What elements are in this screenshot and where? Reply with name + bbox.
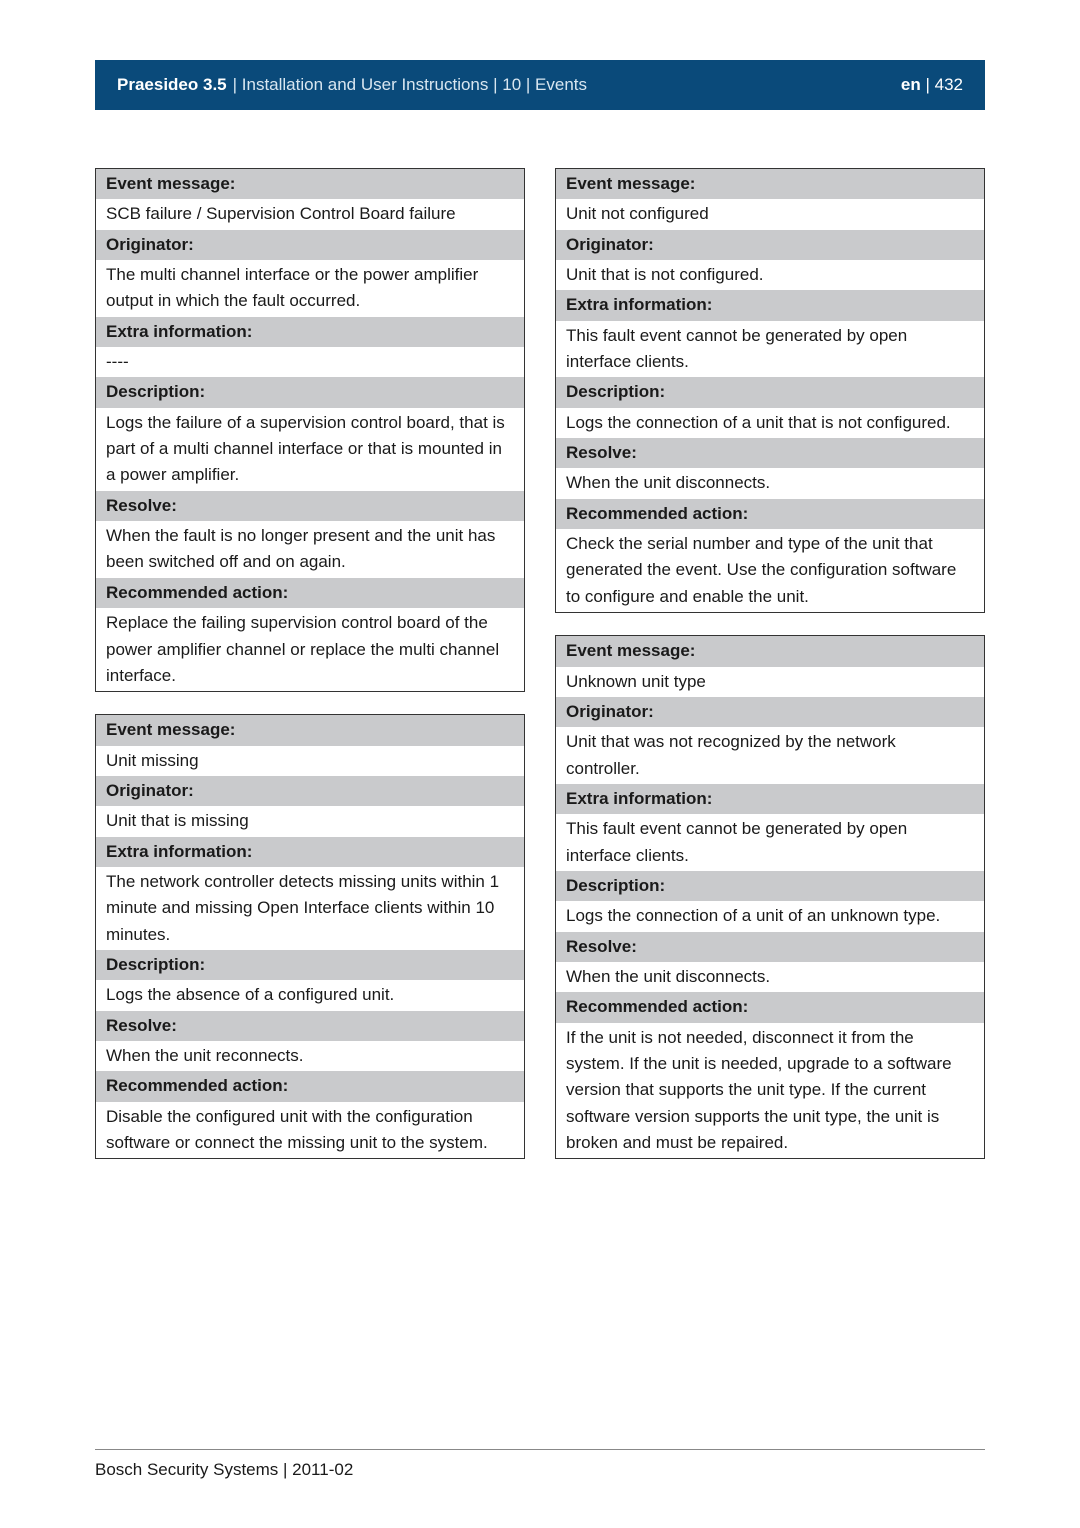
right-column: Event message: Unit not configured Origi…: [555, 168, 985, 1159]
event-message-heading: Event message:: [96, 715, 524, 745]
recommended-action-value: Replace the failing supervision control …: [96, 608, 524, 691]
description-heading: Description:: [96, 950, 524, 980]
event-box-unit-missing: Event message: Unit missing Originator: …: [95, 714, 525, 1159]
event-message-heading: Event message:: [556, 636, 984, 666]
event-message-value: Unit not configured: [556, 199, 984, 229]
event-message-heading: Event message:: [556, 169, 984, 199]
description-value: Logs the absence of a configured unit.: [96, 980, 524, 1010]
columns: Event message: SCB failure / Supervision…: [95, 168, 985, 1159]
extra-info-value: The network controller detects missing u…: [96, 867, 524, 950]
resolve-heading: Resolve:: [556, 438, 984, 468]
originator-heading: Originator:: [556, 230, 984, 260]
resolve-value: When the unit disconnects.: [556, 962, 984, 992]
recommended-action-heading: Recommended action:: [96, 578, 524, 608]
footer-text: Bosch Security Systems | 2011-02: [95, 1460, 353, 1479]
event-box-scb-failure: Event message: SCB failure / Supervision…: [95, 168, 525, 692]
originator-value: Unit that was not recognized by the netw…: [556, 727, 984, 784]
footer: Bosch Security Systems | 2011-02: [95, 1449, 985, 1480]
description-value: Logs the connection of a unit that is no…: [556, 408, 984, 438]
originator-heading: Originator:: [96, 776, 524, 806]
event-box-unknown-unit-type: Event message: Unknown unit type Origina…: [555, 635, 985, 1159]
resolve-heading: Resolve:: [556, 932, 984, 962]
extra-info-value: ----: [96, 347, 524, 377]
recommended-action-heading: Recommended action:: [96, 1071, 524, 1101]
resolve-value: When the unit disconnects.: [556, 468, 984, 498]
event-message-value: SCB failure / Supervision Control Board …: [96, 199, 524, 229]
originator-value: The multi channel interface or the power…: [96, 260, 524, 317]
recommended-action-value: Disable the configured unit with the con…: [96, 1102, 524, 1159]
header-page: | 432: [921, 75, 963, 94]
header-lang: en: [901, 75, 921, 94]
header-bar: Praesideo 3.5 | Installation and User In…: [95, 60, 985, 110]
event-message-value: Unknown unit type: [556, 667, 984, 697]
header-subtitle: | Installation and User Instructions | 1…: [233, 75, 587, 95]
recommended-action-heading: Recommended action:: [556, 499, 984, 529]
event-message-heading: Event message:: [96, 169, 524, 199]
description-heading: Description:: [96, 377, 524, 407]
resolve-heading: Resolve:: [96, 1011, 524, 1041]
originator-value: Unit that is missing: [96, 806, 524, 836]
recommended-action-value: Check the serial number and type of the …: [556, 529, 984, 612]
event-message-value: Unit missing: [96, 746, 524, 776]
resolve-value: When the unit reconnects.: [96, 1041, 524, 1071]
description-value: Logs the failure of a supervision contro…: [96, 408, 524, 491]
originator-heading: Originator:: [556, 697, 984, 727]
originator-value: Unit that is not configured.: [556, 260, 984, 290]
extra-info-heading: Extra information:: [96, 837, 524, 867]
recommended-action-heading: Recommended action:: [556, 992, 984, 1022]
left-column: Event message: SCB failure / Supervision…: [95, 168, 525, 1159]
extra-info-heading: Extra information:: [96, 317, 524, 347]
event-box-unit-not-configured: Event message: Unit not configured Origi…: [555, 168, 985, 613]
header-product: Praesideo 3.5: [117, 75, 227, 95]
header-left: Praesideo 3.5 | Installation and User In…: [117, 75, 587, 95]
page: Praesideo 3.5 | Installation and User In…: [0, 0, 1080, 1528]
extra-info-value: This fault event cannot be generated by …: [556, 321, 984, 378]
description-value: Logs the connection of a unit of an unkn…: [556, 901, 984, 931]
extra-info-heading: Extra information:: [556, 290, 984, 320]
resolve-value: When the fault is no longer present and …: [96, 521, 524, 578]
header-right: en | 432: [901, 75, 963, 95]
resolve-heading: Resolve:: [96, 491, 524, 521]
description-heading: Description:: [556, 377, 984, 407]
recommended-action-value: If the unit is not needed, disconnect it…: [556, 1023, 984, 1159]
extra-info-value: This fault event cannot be generated by …: [556, 814, 984, 871]
originator-heading: Originator:: [96, 230, 524, 260]
description-heading: Description:: [556, 871, 984, 901]
extra-info-heading: Extra information:: [556, 784, 984, 814]
